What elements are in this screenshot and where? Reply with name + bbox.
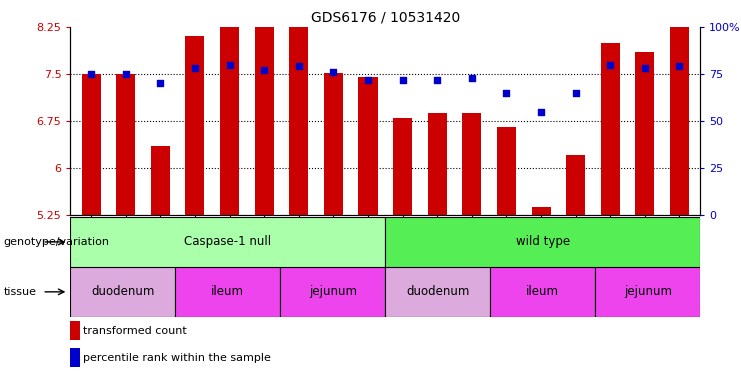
Text: ileum: ileum [526, 285, 559, 298]
Point [293, 63, 305, 70]
Bar [462, 113, 482, 215]
Point [154, 80, 166, 86]
Bar [70, 217, 385, 267]
Text: percentile rank within the sample: percentile rank within the sample [83, 353, 271, 363]
Point [224, 61, 236, 68]
Text: tissue: tissue [4, 287, 37, 297]
Bar [566, 156, 585, 215]
Bar [255, 21, 273, 215]
Point [189, 65, 201, 71]
Bar [635, 52, 654, 215]
Bar [595, 267, 700, 317]
Bar [176, 267, 280, 317]
Bar [289, 5, 308, 215]
Point [535, 109, 547, 115]
Bar [359, 77, 377, 215]
Text: duodenum: duodenum [91, 285, 155, 298]
Bar [70, 348, 80, 367]
Text: transformed count: transformed count [83, 326, 187, 336]
Point [466, 74, 478, 81]
Point [500, 90, 512, 96]
Point [431, 76, 443, 83]
Bar [220, 5, 239, 215]
Point [396, 76, 408, 83]
Bar [70, 267, 176, 317]
Point [120, 71, 132, 77]
Point [85, 71, 97, 77]
Bar [151, 146, 170, 215]
Point [605, 61, 617, 68]
Bar [393, 118, 412, 215]
Point [259, 67, 270, 73]
Point [639, 65, 651, 71]
Bar [116, 74, 136, 215]
Text: wild type: wild type [516, 235, 570, 248]
Bar [428, 113, 447, 215]
Bar [497, 127, 516, 215]
Bar [601, 43, 619, 215]
Text: Caspase-1 null: Caspase-1 null [185, 235, 271, 248]
Bar [82, 74, 101, 215]
Bar [385, 217, 700, 267]
Point [362, 76, 374, 83]
Bar [491, 267, 595, 317]
Bar [385, 267, 491, 317]
Text: duodenum: duodenum [406, 285, 470, 298]
Bar [185, 36, 205, 215]
Title: GDS6176 / 10531420: GDS6176 / 10531420 [310, 10, 460, 24]
Bar [280, 267, 385, 317]
Point [328, 69, 339, 75]
Point [674, 63, 685, 70]
Text: jejunum: jejunum [624, 285, 672, 298]
Text: jejunum: jejunum [309, 285, 357, 298]
Bar [324, 73, 343, 215]
Bar [670, 5, 689, 215]
Text: ileum: ileum [211, 285, 245, 298]
Text: genotype/variation: genotype/variation [4, 237, 110, 247]
Bar [531, 207, 551, 215]
Point [570, 90, 582, 96]
Bar [70, 321, 80, 340]
